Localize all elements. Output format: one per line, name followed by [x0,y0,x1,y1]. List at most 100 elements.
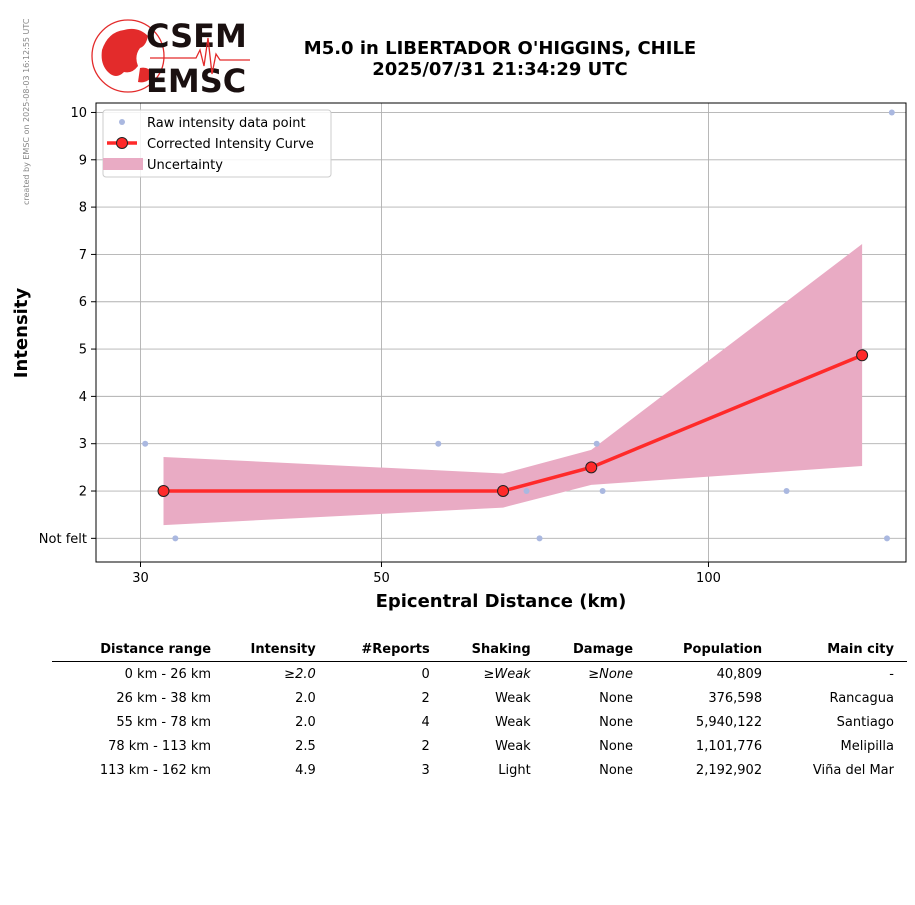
table-cell-damage: None [599,715,634,730]
table-row: 55 km - 78 km 2.0 4 Weak None 5,940,122 Santia… [52,710,907,734]
table-row: 78 km - 113 km 2.5 2 Weak None 1,101,776 Melip… [52,734,907,758]
raw-point [593,440,600,447]
table-header-cell: Distance range [52,640,220,662]
curve-point [856,349,869,362]
curve-point [585,461,598,474]
x-tick-label: 50 [373,571,390,586]
axis-ticks: 30 50 100 Not felt 2 3 4 5 6 7 8 9 10 [39,106,721,586]
table-cell-city: - [889,667,894,682]
table-cell-population: 376,598 [708,691,763,706]
y-tick-label: 5 [79,343,87,358]
table-cell-damage: None [599,763,634,778]
table-cell-shaking: ≥Weak [483,667,531,682]
intensity-chart: 30 50 100 Not felt 2 3 4 5 6 7 8 9 10 Epicentral Dis… [11,102,907,612]
plot-frame [95,102,907,563]
y-tick-label: 4 [79,390,87,405]
logo-globe [91,19,165,93]
chart-title: M5.0 in LIBERTADOR O'HIGGINS, CHILE 2025… [250,38,750,80]
table-cell-city: Rancagua [829,691,894,706]
table-cell-distance: 55 km - 78 km [116,715,212,730]
y-tick-label: 6 [79,295,87,310]
table-cell-intensity: 2.0 [295,691,316,706]
logo-map-shape [101,28,148,76]
table-cell-damage: ≥None [588,667,634,682]
y-tick-label: 7 [79,248,87,263]
y-tick-label: 10 [70,106,87,121]
legend-label: Corrected Intensity Curve [147,137,314,152]
table-cell-reports: 0 [421,667,430,682]
raw-point [536,535,543,542]
table-cell-reports: 3 [421,763,430,778]
y-tick-label: 9 [79,153,87,168]
curve-point [497,485,510,498]
table-cell-reports: 2 [421,691,430,706]
x-tick-label: 100 [696,571,721,586]
raw-points [142,109,895,542]
logo-seismograph-line [150,37,250,75]
table-cell-intensity: 4.9 [295,763,316,778]
raw-point [142,440,149,447]
legend-box [102,109,332,178]
raw-point [884,535,891,542]
y-tick-label: 8 [79,201,87,216]
raw-point [523,488,530,495]
table-cell-city: Melipilla [840,739,895,754]
table-cell-intensity: ≥2.0 [284,667,316,682]
table-cell-population: 1,101,776 [695,739,763,754]
y-tick-label: Not felt [39,532,87,547]
emsc-logo: CSEM EMSC [91,17,250,98]
table-header-cell: #Reports [328,640,443,662]
table-cell-city: Viña del Mar [812,763,894,778]
legend: Raw intensity data point Corrected Intens… [102,109,332,178]
table-cell-shaking: Light [498,763,531,778]
uncertainty-band [163,244,863,526]
table-cell-shaking: Weak [495,691,531,706]
table-header-cell: Damage [543,640,647,662]
table-row: 0 km - 26 km ≥2.0 0 ≥Weak ≥None 40,809 - [52,662,907,687]
table-row: 26 km - 38 km 2.0 2 Weak None 376,598 Rancagua [52,686,907,710]
table-cell-damage: None [599,739,634,754]
table-cell-distance: 26 km - 38 km [116,691,212,706]
y-tick-label: 2 [79,485,87,500]
y-axis-label: Intensity [11,288,32,379]
table-cell-damage: None [599,691,634,706]
table-row: 113 km - 162 km 4.9 3 Light None 2,192,902 Viñ… [52,758,907,782]
y-tick-label: 3 [79,437,87,452]
chart-title-line2: 2025/07/31 21:34:29 UTC [372,59,628,80]
raw-point [599,488,606,495]
logo-text-bottom: EMSC [146,62,246,98]
logo-map-shape [138,67,154,83]
table-cell-shaking: Weak [495,715,531,730]
table-cell-population: 5,940,122 [695,715,763,730]
table-header-cell: Population [646,640,776,662]
logo-text-top: CSEM [146,17,247,55]
corrected-curve-line [163,353,863,493]
legend-dot-swatch [119,119,125,125]
table-cell-distance: 0 km - 26 km [124,667,212,682]
table-cell-distance: 78 km - 113 km [108,739,212,754]
table-body: 0 km - 26 km ≥2.0 0 ≥Weak ≥None 40,809 - 26 km … [52,662,907,783]
table-cell-distance: 113 km - 162 km [99,763,212,778]
table-header-cell: Shaking [442,640,544,662]
table-header-cell: Main city [775,640,907,662]
table-header-row: Distance range Intensity #Reports Shaking Da… [52,640,907,662]
raw-point [783,488,790,495]
intensity-table: Distance range Intensity #Reports Shaking Da… [52,640,907,782]
table-cell-reports: 2 [421,739,430,754]
x-axis-label: Epicentral Distance (km) [376,591,627,612]
table-cell-shaking: Weak [495,739,531,754]
legend-marker-swatch [116,137,128,149]
raw-point [435,440,442,447]
table-header-cell: Intensity [219,640,329,662]
table-cell-reports: 4 [421,715,430,730]
legend-band-swatch [103,158,143,170]
table-cell-population: 40,809 [716,667,763,682]
corrected-curve-points [157,349,869,498]
table-cell-intensity: 2.5 [295,739,316,754]
legend-label: Uncertainty [147,158,223,173]
table-cell-intensity: 2.0 [295,715,316,730]
table-cell-city: Santiago [836,715,894,730]
x-tick-label: 30 [132,571,149,586]
raw-point [888,109,895,116]
table-cell-population: 2,192,902 [695,763,763,778]
